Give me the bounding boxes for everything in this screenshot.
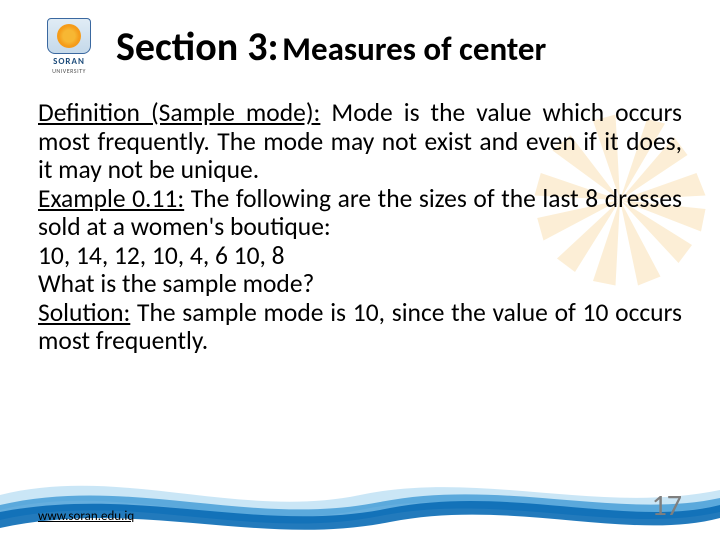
solution-text: The sample mode is 10, since the value o… xyxy=(38,297,682,357)
university-logo: SORAN UNIVERSITY xyxy=(38,18,100,86)
definition-label: Definition (Sample mode): xyxy=(38,97,320,128)
example-label: Example 0.11: xyxy=(38,183,184,214)
slide-footer: www.soran.edu.iq 17 xyxy=(38,487,682,524)
page-number: 17 xyxy=(652,487,682,524)
title-section: Section 3: xyxy=(116,22,279,71)
title-topic: Measures of center xyxy=(282,29,546,69)
data-values: 10, 14, 12, 10, 4, 6 10, 8 xyxy=(38,240,285,271)
slide-body: Definition (Sample mode): Mode is the va… xyxy=(38,99,682,356)
slide-title: Section 3: Measures of center xyxy=(116,18,682,71)
logo-name: SORAN xyxy=(38,56,100,67)
logo-subtitle: UNIVERSITY xyxy=(38,67,100,75)
footer-url[interactable]: www.soran.edu.iq xyxy=(38,509,134,524)
slide-container: SORAN UNIVERSITY Section 3: Measures of … xyxy=(0,0,720,540)
solution-label: Solution: xyxy=(38,297,130,328)
logo-shield xyxy=(47,18,91,54)
question-text: What is the sample mode? xyxy=(38,268,314,299)
logo-sun-icon xyxy=(57,24,81,48)
